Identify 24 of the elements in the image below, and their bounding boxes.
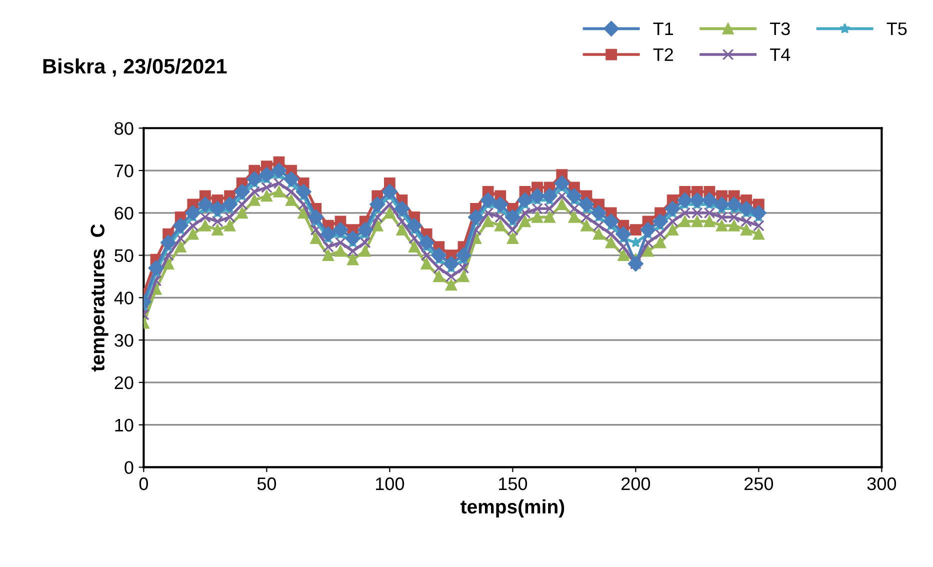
y-tick-label: 80 xyxy=(114,122,134,135)
y-tick-label: 40 xyxy=(114,292,134,304)
x-axis-title: temps(min) xyxy=(460,499,564,518)
y-tick-label: 60 xyxy=(114,206,134,220)
y-tick-label: 10 xyxy=(115,418,134,432)
x-tick-label: 100 xyxy=(376,477,404,490)
y-tick-label: 70 xyxy=(114,164,134,178)
x-tick-label: 150 xyxy=(499,477,528,490)
legend-label: T4 xyxy=(770,48,790,61)
legend-label: T2 xyxy=(653,48,673,61)
chart-title: Biskra , 23/05/2021 xyxy=(43,58,227,77)
y-axis-title: temperatures C xyxy=(90,224,108,372)
x-tick-label: 300 xyxy=(867,477,896,490)
y-tick-label: 50 xyxy=(114,249,134,262)
legend-label: T3 xyxy=(770,22,790,36)
legend-label: T5 xyxy=(886,22,907,36)
x-tick-label: 50 xyxy=(257,477,276,490)
y-tick-label: 0 xyxy=(124,461,134,474)
x-tick-label: 200 xyxy=(622,477,650,490)
x-tick-label: 0 xyxy=(139,477,148,490)
x-tick-label: 250 xyxy=(744,477,774,490)
legend-label: T1 xyxy=(653,22,674,36)
y-tick-label: 20 xyxy=(114,376,134,390)
y-tick-label: 30 xyxy=(114,334,134,347)
